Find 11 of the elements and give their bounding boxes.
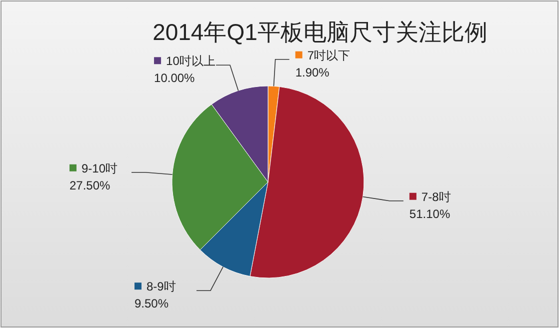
legend-label: 10吋以上 [166, 54, 216, 68]
data-label: 1.90% [295, 65, 330, 80]
data-label: 9.50% [134, 296, 169, 311]
data-label: 10.00% [154, 71, 196, 86]
slice-label: 7-8吋 [421, 190, 451, 204]
data-label: 27.50% [70, 178, 111, 192]
chart-title: 2014年Q1平板电脑尺寸关注比例 [152, 19, 488, 45]
legend-label: 9-10吋 [82, 161, 118, 176]
data-label: 51.10% [409, 206, 450, 221]
legend-label: 7吋以下 [307, 48, 350, 62]
legend-label: 8-9吋 [146, 280, 176, 294]
